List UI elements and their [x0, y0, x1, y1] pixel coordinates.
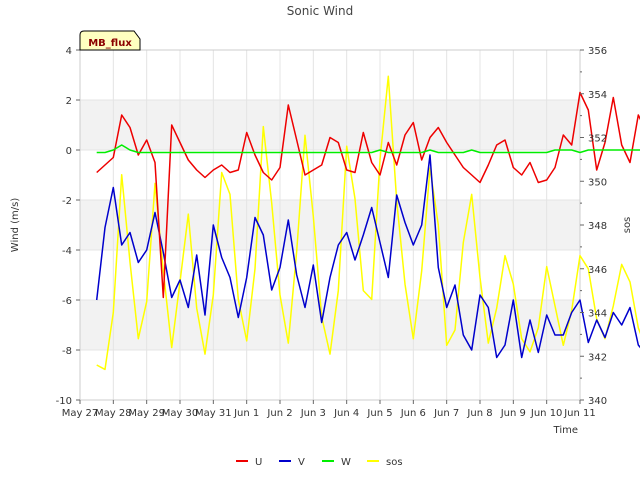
y2-tick-label: 348 — [588, 221, 607, 232]
series-line-v — [95, 154, 640, 359]
x-tick-label: Jun 6 — [400, 408, 426, 419]
legend-label-u: U — [255, 457, 262, 468]
series-line-u — [96, 91, 640, 299]
y-tick-label: 0 — [66, 146, 72, 157]
x-tick-label: May 29 — [128, 408, 165, 419]
x-tick-label: Jun 5 — [366, 408, 392, 419]
axes: -10 -8 -6 -4 -2 0 2 4 340 342 344 346 348 350 352 354 35… — [56, 46, 607, 419]
y2-tick-label: 356 — [588, 46, 607, 57]
x-tick-label: May 28 — [95, 408, 132, 419]
x-tick-label: Jun 9 — [500, 408, 526, 419]
badge-label: MB_flux — [88, 38, 132, 49]
y-tick-label: -4 — [62, 246, 72, 257]
x-tick-label: May 27 — [62, 408, 99, 419]
x-tick-label: Jun 2 — [266, 408, 292, 419]
x-tick-label: Jun 3 — [300, 408, 326, 419]
x-tick-label: Jun 7 — [433, 408, 459, 419]
series-line-w — [96, 144, 640, 154]
y-tick-label: -2 — [62, 196, 72, 207]
x-axis-title: Time — [553, 425, 578, 436]
y2-tick-label: 346 — [588, 265, 607, 276]
grid-band-1 — [80, 200, 580, 250]
chart-title: Sonic Wind — [287, 4, 353, 18]
y-axis-title: Wind (m/s) — [10, 198, 21, 253]
y2-tick-label: 340 — [588, 396, 607, 407]
y2-tick-label: 344 — [588, 309, 607, 320]
y-tick-label: -6 — [62, 296, 72, 307]
grid-bands — [80, 49, 580, 401]
series-layer — [95, 75, 640, 371]
y2-tick-label: 342 — [588, 352, 607, 363]
x-tick-label: Jun 4 — [333, 408, 359, 419]
x-tick-label: Jun 8 — [466, 408, 492, 419]
legend-label-sos: sos — [386, 457, 403, 468]
y2-tick-label: 352 — [588, 134, 607, 145]
legend-label-v: V — [298, 457, 305, 468]
y-tick-label: 4 — [66, 46, 72, 57]
y-tick-label: 2 — [66, 96, 72, 107]
y2-tick-label: 350 — [588, 177, 607, 188]
x-tick-label: Jun 1 — [233, 408, 259, 419]
y-tick-label: -8 — [62, 346, 72, 357]
flux-badge: MB_flux — [79, 30, 141, 51]
y-tick-label: -10 — [56, 396, 72, 407]
y2-tick-label: 354 — [588, 90, 607, 101]
x-tick-label: May 31 — [195, 408, 232, 419]
legend-label-w: W — [341, 457, 351, 468]
x-tick-label: May 30 — [162, 408, 199, 419]
x-tick-label: Jun 10 — [530, 408, 563, 419]
x-tick-label: Jun 11 — [563, 408, 596, 419]
grid-band-2 — [80, 100, 580, 150]
y2-axis-title: sos — [622, 217, 633, 234]
vertical-gridlines — [79, 50, 581, 400]
